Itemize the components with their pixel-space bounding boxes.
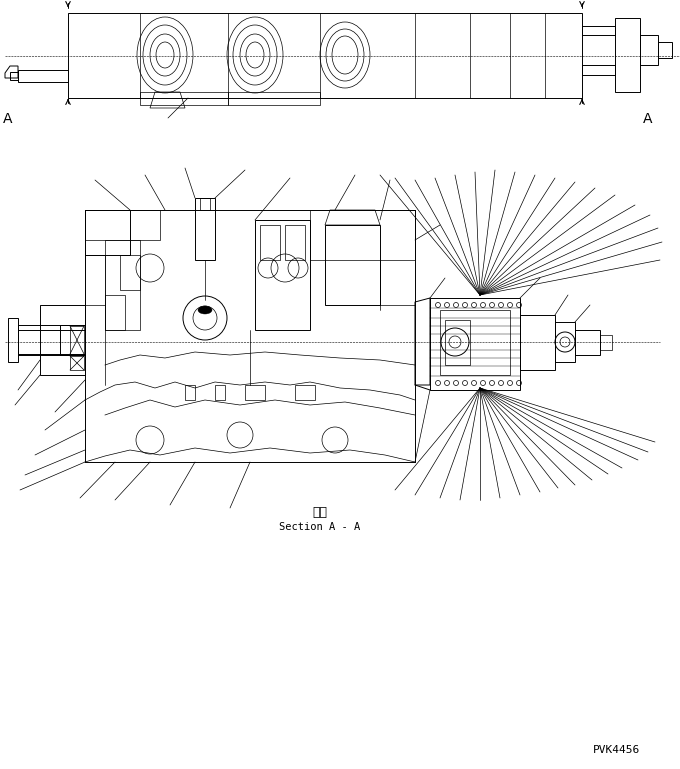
Bar: [70, 326, 84, 354]
Bar: [68, 13, 582, 98]
Text: 断面: 断面: [313, 507, 328, 520]
Text: A: A: [3, 112, 13, 126]
Ellipse shape: [198, 306, 212, 314]
Text: A: A: [643, 112, 653, 126]
Text: PVK4456: PVK4456: [593, 745, 640, 755]
Bar: [70, 356, 84, 370]
Text: Section A - A: Section A - A: [279, 522, 360, 532]
